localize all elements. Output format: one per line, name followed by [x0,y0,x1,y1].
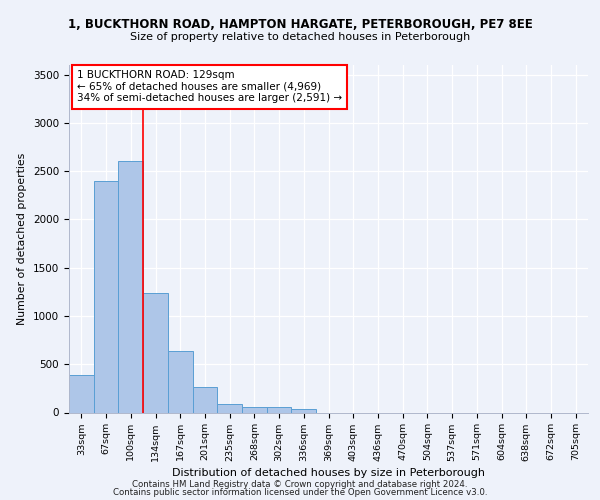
Bar [94,181,118,412]
Text: 1, BUCKTHORN ROAD, HAMPTON HARGATE, PETERBOROUGH, PE7 8EE: 1, BUCKTHORN ROAD, HAMPTON HARGATE, PETE… [68,18,532,30]
Text: 1 BUCKTHORN ROAD: 129sqm
← 65% of detached houses are smaller (4,969)
34% of sem: 1 BUCKTHORN ROAD: 129sqm ← 65% of detach… [77,70,342,103]
Bar [168,350,193,412]
Bar [143,293,168,412]
Bar [69,375,94,412]
Text: Contains public sector information licensed under the Open Government Licence v3: Contains public sector information licen… [113,488,487,497]
Bar [267,407,292,412]
Bar [193,388,217,412]
Y-axis label: Number of detached properties: Number of detached properties [17,152,28,325]
Bar [292,409,316,412]
Bar [217,404,242,412]
X-axis label: Distribution of detached houses by size in Peterborough: Distribution of detached houses by size … [172,468,485,477]
Bar [242,407,267,412]
Text: Size of property relative to detached houses in Peterborough: Size of property relative to detached ho… [130,32,470,42]
Text: Contains HM Land Registry data © Crown copyright and database right 2024.: Contains HM Land Registry data © Crown c… [132,480,468,489]
Bar [118,160,143,412]
